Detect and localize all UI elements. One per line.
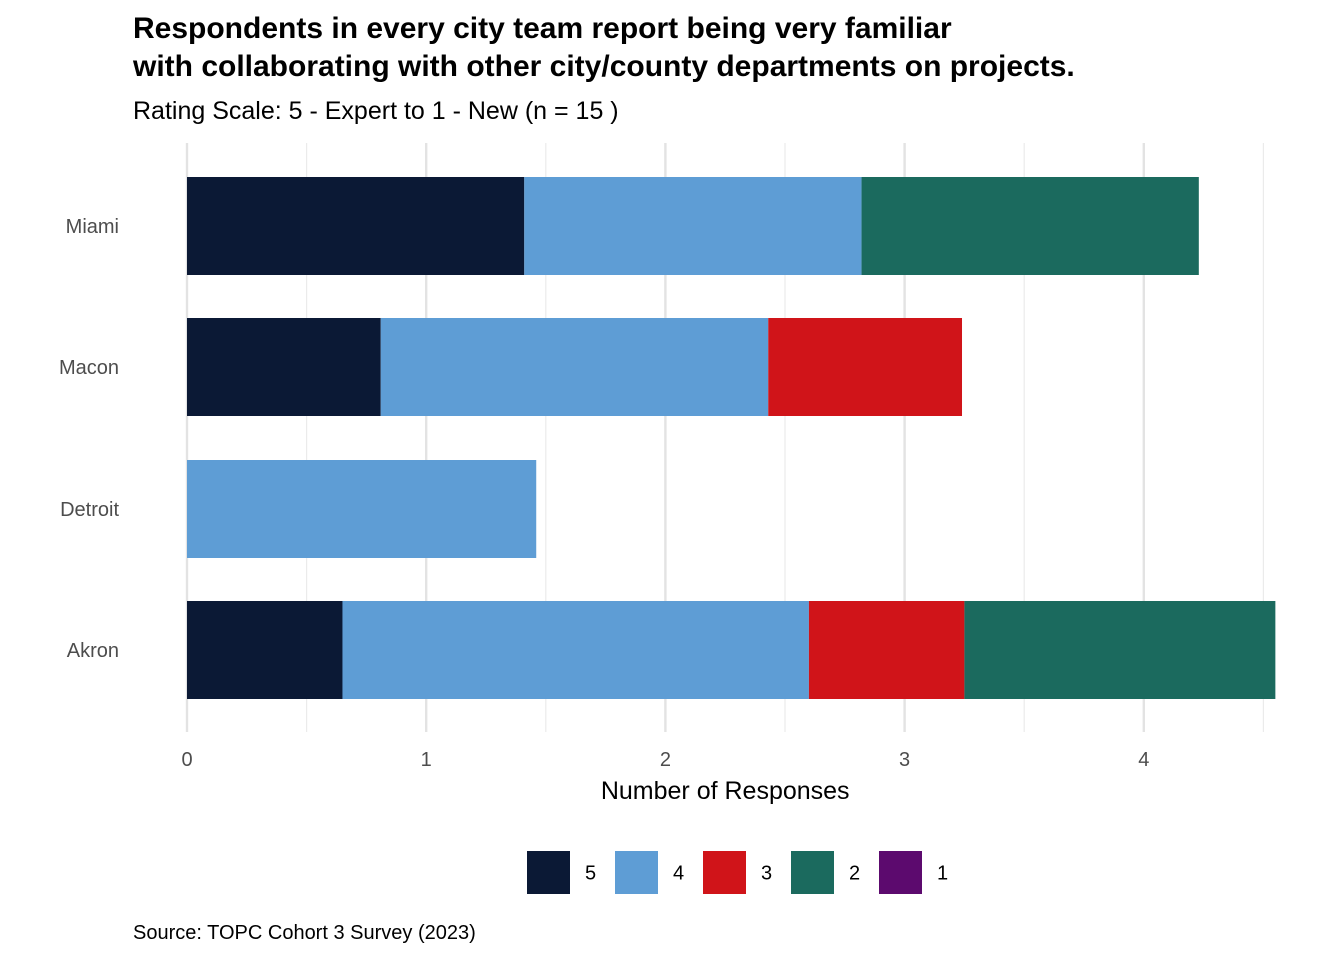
bar-miami-rating-2 [861, 177, 1199, 275]
bar-macon-rating-4 [380, 318, 769, 416]
y-tick-label-macon: Macon [59, 357, 119, 379]
x-tick-label: 1 [421, 749, 432, 771]
legend-label-5: 5 [585, 863, 596, 885]
y-tick-label-miami: Miami [66, 216, 119, 238]
bar-akron-rating-2 [964, 601, 1276, 699]
bar-akron-rating-3 [808, 601, 965, 699]
legend-label-2: 2 [849, 863, 860, 885]
bar-akron-rating-5 [187, 601, 343, 699]
chart-title-line-1: Respondents in every city team report be… [133, 12, 952, 45]
chart-subtitle: Rating Scale: 5 - Expert to 1 - New (n =… [133, 97, 619, 125]
legend-swatch-2 [791, 851, 834, 894]
x-tick-label: 3 [899, 749, 910, 771]
y-tick-label-detroit: Detroit [60, 499, 119, 521]
legend-swatch-5 [527, 851, 570, 894]
bar-miami-rating-4 [524, 177, 862, 275]
x-tick-label: 4 [1138, 749, 1149, 771]
legend-label-3: 3 [761, 863, 772, 885]
y-tick-label-akron: Akron [67, 640, 119, 662]
legend-swatch-1 [879, 851, 922, 894]
chart-title-line-2: with collaborating with other city/count… [133, 50, 1075, 83]
bar-macon-rating-5 [187, 318, 381, 416]
legend-label-4: 4 [673, 863, 684, 885]
x-axis-title: Number of Responses [601, 777, 850, 805]
chart-title: Respondents in every city team report be… [133, 10, 1075, 86]
legend-swatch-3 [703, 851, 746, 894]
bar-miami-rating-5 [187, 177, 525, 275]
x-tick-label: 2 [660, 749, 671, 771]
legend-label-1: 1 [937, 863, 948, 885]
legend-swatch-4 [615, 851, 658, 894]
bar-detroit-rating-4 [187, 460, 537, 558]
x-tick-label: 0 [181, 749, 192, 771]
chart-caption: Source: TOPC Cohort 3 Survey (2023) [133, 922, 476, 944]
bar-akron-rating-4 [342, 601, 809, 699]
bar-macon-rating-3 [768, 318, 963, 416]
